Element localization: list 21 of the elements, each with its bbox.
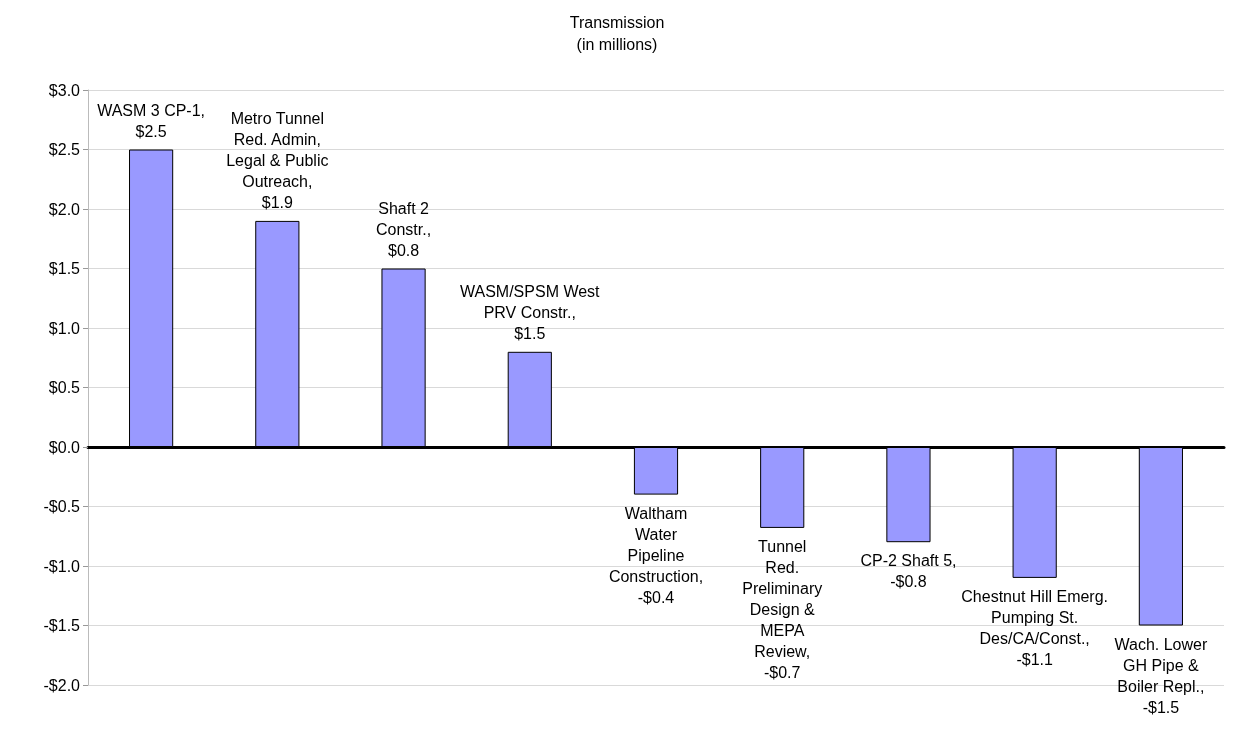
y-tick-label: $2.0 — [48, 200, 81, 218]
y-tick-label: $2.5 — [48, 141, 81, 158]
y-tick-label: $1.0 — [48, 319, 81, 337]
annotation: Wach. Lower GH Pipe & Boiler Repl., -$1.5 — [1114, 635, 1208, 716]
y-tick-label: -$1.5 — [43, 617, 81, 634]
annotation: CP-2 Shaft 5, -$0.8 — [860, 552, 957, 591]
annotation: Chestnut Hill Emerg. Pumping St. Des/CA/Const., -$1.1 — [961, 587, 1109, 668]
y-tick-label: $1.5 — [48, 260, 81, 277]
annotation: Waltham Water Pipeline Construction, -$0.4 — [608, 504, 704, 606]
y-tick-label: $0.5 — [48, 379, 81, 396]
annotation: WASM 3 CP-1, $2.5 — [97, 101, 206, 140]
y-tick-label: $0.0 — [48, 438, 81, 456]
annotation: Metro Tunnel Red. Admin, Legal & Public Outreach, $1.9 — [226, 109, 329, 211]
chart-title: Transmission (in millions) — [569, 13, 665, 53]
y-tick-label: -$0.5 — [43, 498, 81, 515]
annotation: WASM/SPSM West PRV Constr., $1.5 — [459, 282, 601, 342]
annotation: Shaft 2 Constr., $0.8 — [375, 199, 432, 259]
y-tick-label: -$1.0 — [43, 557, 81, 575]
annotation: Tunnel Red. Preliminary Design & MEPA Review, -$0.7 — [742, 537, 823, 681]
y-tick-label: -$2.0 — [43, 676, 81, 694]
y-tick-label: $3.0 — [48, 81, 81, 99]
